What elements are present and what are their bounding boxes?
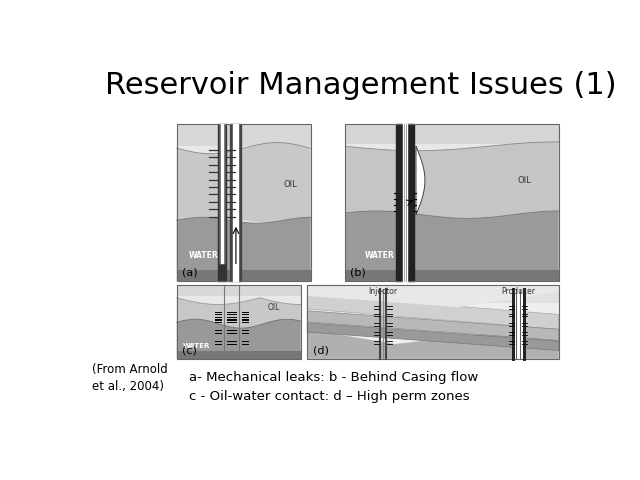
Polygon shape — [177, 319, 301, 359]
Polygon shape — [307, 285, 559, 359]
Polygon shape — [177, 285, 301, 296]
Text: (b): (b) — [350, 267, 366, 277]
Text: a- Mechanical leaks: b - Behind Casing flow
c - Oil-water contact: d – High perm: a- Mechanical leaks: b - Behind Casing f… — [189, 371, 478, 403]
Polygon shape — [177, 351, 301, 359]
Bar — [307, 285, 559, 359]
Text: OIL: OIL — [517, 176, 531, 185]
Text: (a): (a) — [182, 267, 197, 277]
Polygon shape — [346, 124, 559, 144]
Polygon shape — [307, 323, 559, 350]
Bar — [346, 124, 559, 281]
Polygon shape — [346, 270, 559, 281]
Text: WATER: WATER — [365, 251, 395, 260]
Text: WATER: WATER — [189, 251, 219, 260]
Text: Injector: Injector — [368, 287, 397, 296]
Polygon shape — [177, 298, 301, 328]
Text: OIL: OIL — [268, 302, 280, 312]
Polygon shape — [177, 124, 310, 281]
Bar — [177, 285, 301, 359]
Polygon shape — [307, 285, 559, 303]
Text: (d): (d) — [313, 346, 329, 356]
Polygon shape — [346, 124, 559, 281]
Polygon shape — [416, 146, 425, 215]
Polygon shape — [177, 124, 310, 146]
Bar — [177, 124, 310, 281]
Text: (c): (c) — [182, 346, 196, 356]
Polygon shape — [177, 217, 310, 281]
Polygon shape — [177, 285, 301, 359]
Polygon shape — [177, 270, 310, 281]
Polygon shape — [307, 325, 559, 359]
Polygon shape — [346, 211, 559, 281]
Polygon shape — [346, 142, 559, 218]
Polygon shape — [307, 294, 559, 329]
Polygon shape — [307, 311, 559, 340]
Text: Reservoir Management Issues (1): Reservoir Management Issues (1) — [105, 71, 616, 99]
Polygon shape — [307, 285, 559, 307]
Text: WATER: WATER — [183, 343, 211, 349]
Polygon shape — [177, 143, 310, 223]
Text: Producer: Producer — [501, 287, 536, 296]
Text: (From Arnold
et al., 2004): (From Arnold et al., 2004) — [92, 362, 168, 393]
Text: OIL: OIL — [284, 180, 298, 189]
